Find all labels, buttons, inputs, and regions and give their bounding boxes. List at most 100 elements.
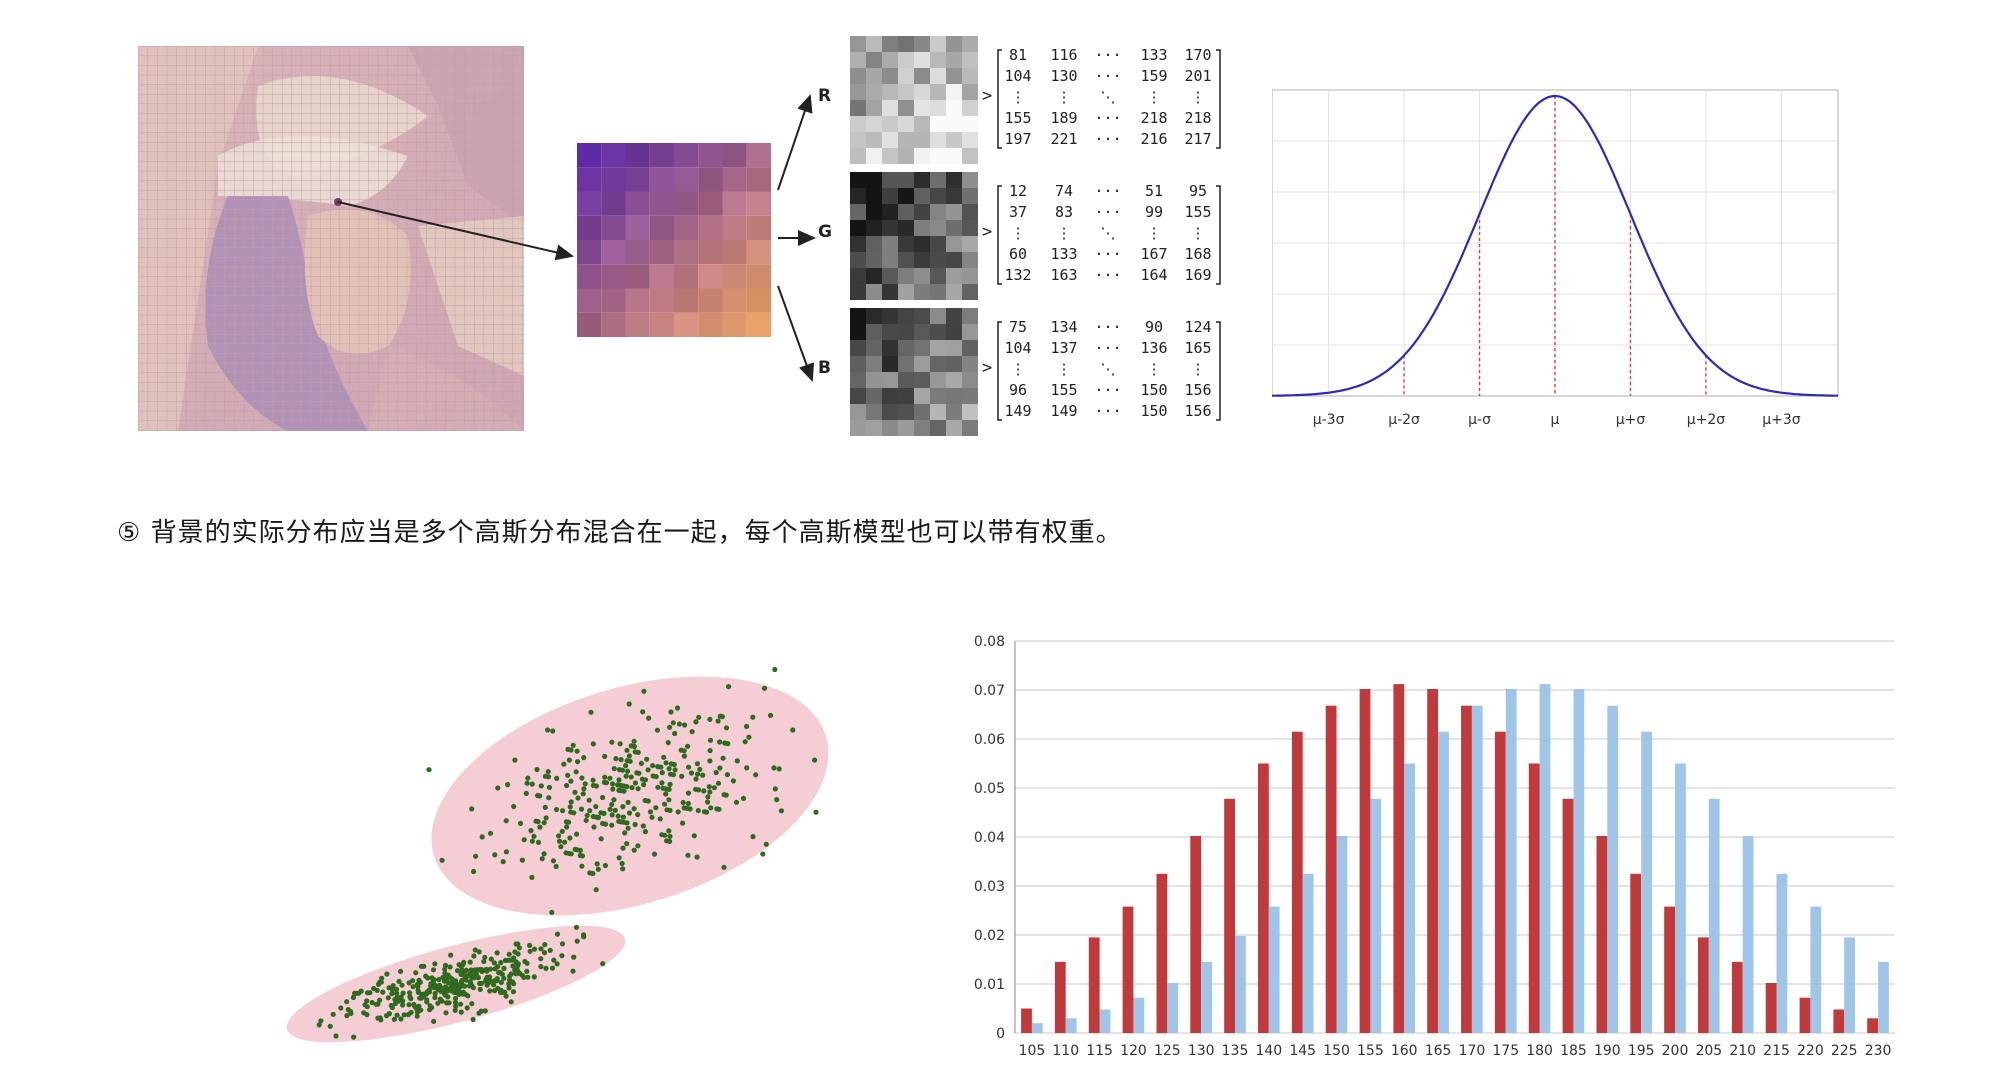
- gray-pixel: [962, 36, 978, 52]
- x-tick-label: μ-2σ: [1388, 412, 1420, 428]
- scatter-point: [730, 778, 737, 784]
- scatter-point: [543, 965, 549, 971]
- scatter-point: [616, 855, 622, 861]
- scatter-point: [578, 806, 585, 812]
- x-tick-label: 215: [1763, 1043, 1790, 1059]
- scatter-point: [398, 968, 404, 974]
- scatter-point: [538, 783, 544, 789]
- scatter-point: [564, 782, 570, 789]
- matrix-cell: ···: [1094, 109, 1121, 127]
- matrix-cell: 164: [1140, 266, 1167, 284]
- scatter-point: [531, 833, 537, 839]
- scatter-point: [701, 788, 707, 794]
- scatter-point: [375, 981, 382, 987]
- y-tick-label: 0.01: [974, 977, 1005, 993]
- bar: [1122, 906, 1134, 1033]
- scatter-point: [394, 990, 400, 996]
- bar: [1731, 961, 1743, 1033]
- patch-pixel: [601, 240, 626, 265]
- scatter-point: [500, 859, 506, 865]
- matrix-cell: 218: [1184, 109, 1211, 127]
- scatter-point: [686, 764, 692, 770]
- bar: [1641, 731, 1652, 1033]
- scatter-point: [408, 1009, 414, 1016]
- gray-pixel: [898, 116, 914, 132]
- gray-pixel: [946, 172, 962, 188]
- scatter-point: [587, 808, 593, 814]
- bar: [1336, 836, 1348, 1033]
- scatter-point: [492, 966, 498, 972]
- patch-pixel: [698, 288, 723, 313]
- gray-pixel: [946, 404, 962, 420]
- scatter-point: [628, 774, 634, 780]
- gray-pixel: [930, 356, 946, 372]
- patch-pixel: [601, 215, 626, 240]
- scatter-point: [575, 759, 581, 765]
- matrix-cell: 136: [1140, 339, 1167, 357]
- scatter-point: [635, 812, 641, 818]
- channel-grayscale-r: [850, 36, 978, 164]
- scatter-point: [535, 839, 542, 845]
- scatter-point: [609, 739, 615, 745]
- scatter-point: [651, 851, 658, 857]
- patch-pixel: [722, 288, 747, 313]
- scatter-point: [579, 775, 585, 781]
- bar: [1190, 836, 1202, 1033]
- scatter-point: [475, 975, 481, 981]
- gray-pixel: [850, 420, 866, 436]
- scatter-point: [812, 757, 818, 763]
- bar: [1461, 705, 1472, 1033]
- gray-pixel: [946, 420, 962, 436]
- gray-pixel: [866, 148, 882, 164]
- gray-pixel: [962, 420, 978, 436]
- scatter-point: [603, 821, 609, 827]
- gray-pixel: [914, 340, 930, 356]
- scatter-point: [361, 1010, 367, 1016]
- scatter-point: [659, 770, 665, 776]
- matrix-cell: ⋱: [1101, 360, 1116, 378]
- scatter-point: [620, 845, 626, 851]
- patch-pixel: [601, 143, 626, 168]
- scatter-point: [607, 806, 613, 812]
- scatter-point: [553, 863, 559, 870]
- gray-pixel: [914, 356, 930, 372]
- scatter-point: [625, 768, 631, 774]
- scatter-point: [550, 728, 556, 734]
- scatter-point: [750, 714, 756, 720]
- gray-pixel: [962, 172, 978, 188]
- gray-pixel: [882, 52, 898, 68]
- scatter-point: [595, 866, 601, 872]
- x-tick-label: 135: [1222, 1043, 1249, 1059]
- matrix-cell: ⋮: [1191, 360, 1206, 378]
- y-tick-label: 0.04: [974, 830, 1005, 846]
- scatter-point: [521, 974, 527, 980]
- gray-pixel: [946, 252, 962, 268]
- scatter-point: [513, 971, 519, 977]
- matrix-cell: 149: [1004, 402, 1031, 420]
- scatter-point: [547, 947, 553, 953]
- scatter-point: [581, 755, 587, 761]
- y-tick-label: 0.02: [974, 928, 1005, 944]
- scatter-point: [654, 727, 660, 733]
- scatter-point: [531, 946, 538, 952]
- matrix-cell: ⋱: [1101, 224, 1116, 242]
- scatter-point: [658, 764, 664, 770]
- x-tick-label: 165: [1425, 1043, 1452, 1059]
- scatter-point: [512, 757, 518, 763]
- bar: [1765, 983, 1777, 1033]
- scatter-point: [573, 769, 579, 775]
- gray-pixel: [930, 172, 946, 188]
- bar: [1833, 1009, 1845, 1033]
- matrix-cell: 116: [1050, 48, 1077, 64]
- gray-pixel: [930, 68, 946, 84]
- gray-pixel: [850, 372, 866, 388]
- scatter-point: [327, 1023, 333, 1029]
- scatter-point: [667, 781, 673, 787]
- gray-pixel: [914, 324, 930, 340]
- patch-pixel: [722, 191, 747, 216]
- gray-pixel: [866, 52, 882, 68]
- caption-text: ⑤ 背景的实际分布应当是多个高斯分布混合在一起，每个高斯模型也可以带有权重。: [117, 518, 1123, 548]
- scatter-point: [634, 770, 640, 776]
- gray-pixel: [962, 252, 978, 268]
- matrix-cell: 74: [1055, 184, 1073, 200]
